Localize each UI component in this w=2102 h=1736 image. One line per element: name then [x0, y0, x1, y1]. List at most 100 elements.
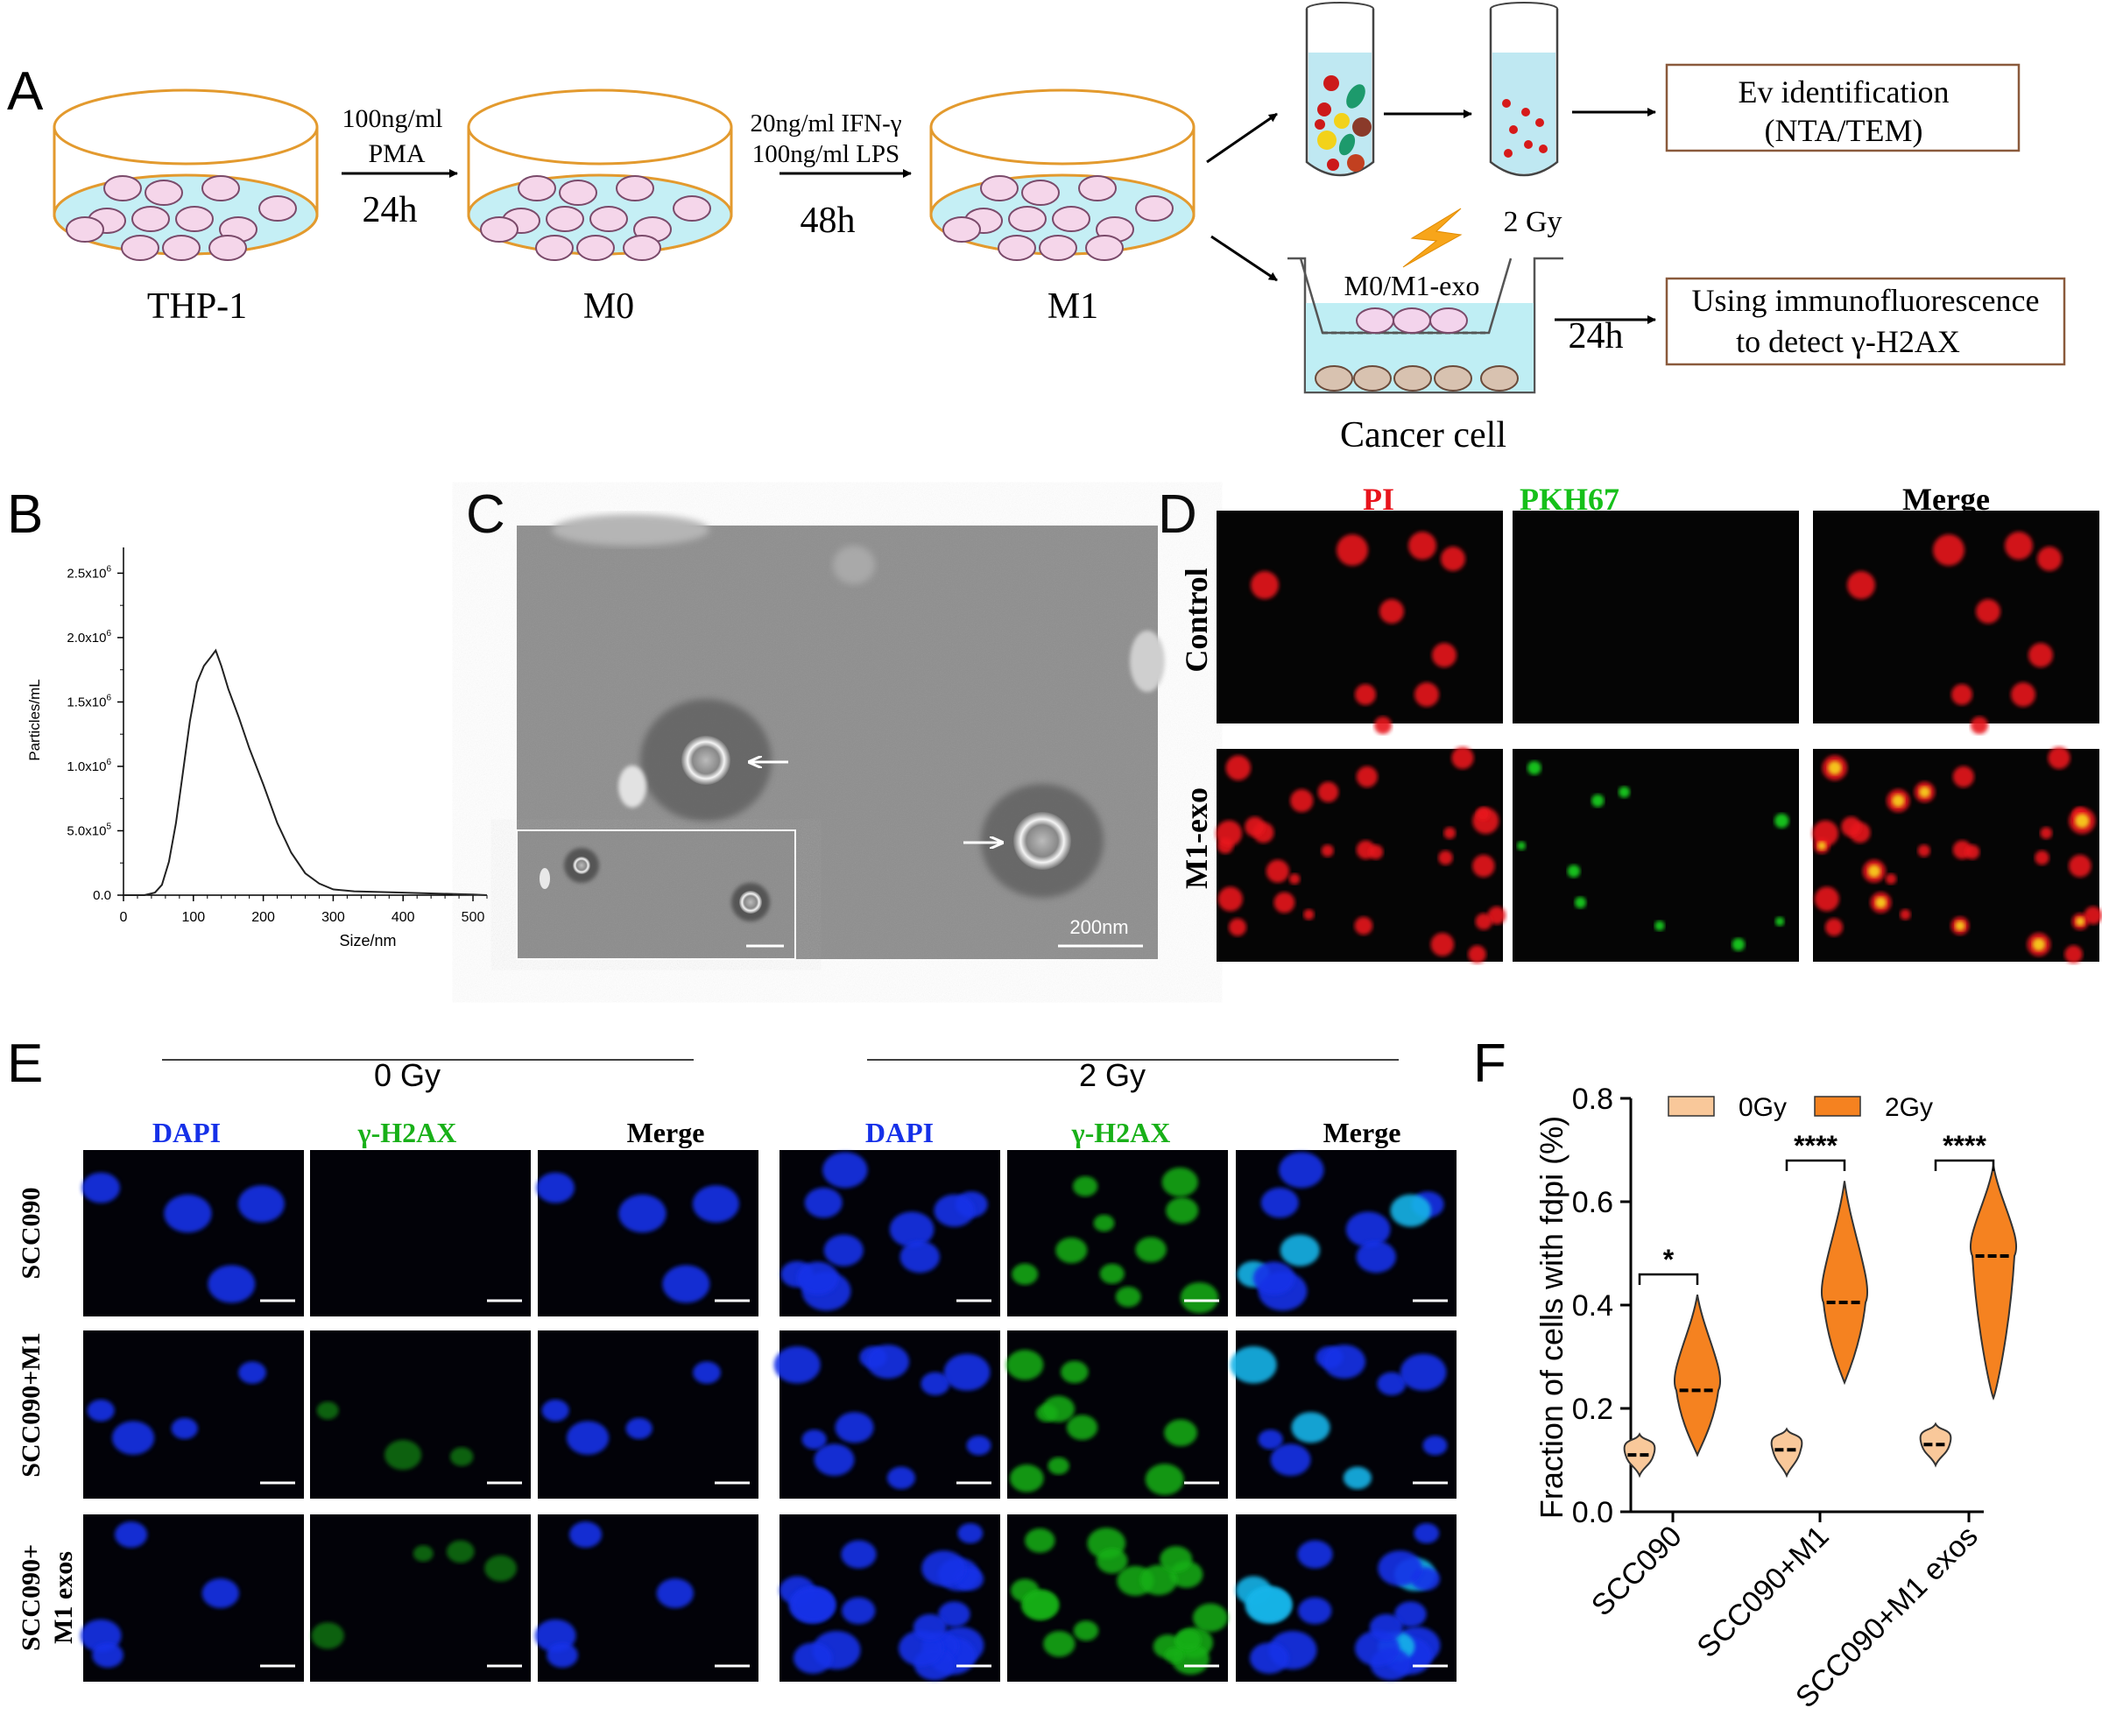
coculture-time: 24h — [1569, 316, 1624, 356]
dapi-nucleus — [1230, 1346, 1277, 1384]
dapi-nucleus — [1369, 1613, 1403, 1641]
dapi-nucleus — [87, 1399, 115, 1422]
dapi-nucleus — [656, 1578, 695, 1609]
panel-letter-c: C — [466, 484, 505, 545]
significance-label: * — [1663, 1244, 1675, 1275]
dapi-nucleus — [943, 1353, 991, 1391]
cell — [1078, 175, 1117, 201]
h2ax-foci — [1042, 1395, 1076, 1422]
violin-0gy — [1623, 1432, 1656, 1478]
column-label-merge: Merge — [1323, 1117, 1401, 1148]
pi-nucleus — [1933, 534, 1964, 566]
y-axis-label: Particles/mL — [26, 679, 43, 761]
cell — [480, 216, 518, 243]
y-tick-label: 0.8 — [1572, 1083, 1613, 1116]
pi-nucleus — [1451, 746, 1474, 769]
step2-lps: 100ng/ml LPS — [752, 140, 899, 168]
dapi-nucleus — [966, 1436, 991, 1456]
h2ax-foci — [1061, 1360, 1089, 1384]
y-tick-label: 1.5x106 — [67, 693, 111, 709]
panel-c-tem-image: 200nm — [516, 514, 1165, 960]
cell — [616, 175, 654, 201]
dapi-nucleus — [114, 1521, 148, 1548]
pi-nucleus — [1317, 781, 1339, 803]
dapi-nucleus — [208, 1265, 256, 1303]
dish-label-thp1: THP-1 — [147, 286, 247, 327]
h2ax-foci — [1166, 1197, 1199, 1224]
pi-nucleus — [1441, 547, 1465, 571]
dapi-nucleus — [201, 1578, 240, 1609]
pi-nucleus — [1824, 918, 1844, 936]
pi-nucleus — [1216, 820, 1243, 847]
y-tick-label: 0.4 — [1572, 1289, 1613, 1323]
dapi-nucleus — [793, 1642, 833, 1674]
ev-identification-method: (NTA/TEM) — [1764, 113, 1922, 148]
h2ax-foci — [1164, 1647, 1185, 1664]
dapi-nucleus — [957, 1523, 984, 1544]
vesicle — [1013, 812, 1071, 870]
h2ax-foci — [1115, 1286, 1141, 1308]
immunofluorescence-box — [1665, 277, 2066, 366]
cell — [546, 206, 584, 232]
pi-nucleus — [1290, 789, 1314, 813]
x-tick-label: 200 — [251, 910, 275, 925]
step1-reagent: PMA — [368, 139, 425, 168]
cell — [535, 235, 574, 261]
row-label-scc090-m1: SCC090+M1 — [17, 1332, 46, 1477]
insert-label: M0/M1-exo — [1344, 270, 1480, 301]
h2ax-foci — [384, 1439, 422, 1471]
pi-nucleus — [1951, 684, 1972, 705]
pi-nucleus — [1430, 932, 1455, 956]
h2ax-foci — [1009, 1464, 1044, 1493]
pi-nucleus — [1273, 892, 1295, 914]
dapi-nucleus — [842, 1597, 876, 1625]
cell — [576, 235, 615, 261]
pi-nucleus — [1321, 844, 1334, 857]
size-distribution-line — [123, 648, 488, 896]
pi-nucleus — [1487, 906, 1506, 925]
dish-rim — [467, 88, 733, 166]
legend-label: 2Gy — [1885, 1093, 1933, 1122]
h2ax-foci — [1099, 1263, 1125, 1284]
group-label-0gy: 0 Gy — [374, 1057, 441, 1093]
h2ax-foci — [1073, 1620, 1099, 1641]
cell — [66, 216, 104, 243]
y-tick-label: 0.0 — [93, 888, 111, 903]
y-tick-label: 1.0x106 — [67, 758, 111, 774]
pkh67-signal — [1574, 896, 1587, 908]
pi-nucleus — [2040, 827, 2053, 839]
panel-letter-d: D — [1158, 484, 1197, 545]
cell — [1052, 206, 1090, 232]
dapi-nucleus — [171, 1417, 198, 1440]
dapi-nucleus — [92, 1642, 123, 1669]
column-label-dapi: DAPI — [865, 1117, 934, 1148]
pi-nucleus — [2028, 643, 2053, 667]
pi-nucleus — [1468, 945, 1486, 963]
dapi-nucleus — [1414, 1523, 1440, 1544]
x-tick-label: 400 — [391, 910, 415, 925]
pkh67-signal — [1517, 841, 1527, 850]
dapi-nucleus — [1260, 1187, 1299, 1218]
cell — [131, 206, 170, 232]
dapi-nucleus — [886, 1466, 916, 1490]
x-tick-label: SCC090+M1 — [1690, 1520, 1835, 1664]
column-label-h2ax: γ-H2AX — [1071, 1117, 1171, 1148]
irradiation-dose: 2 Gy — [1503, 206, 1562, 238]
micrograph-panel — [310, 1514, 531, 1682]
cell — [942, 216, 981, 243]
merge-colocalization — [1827, 760, 1842, 775]
cell — [258, 195, 297, 222]
pi-nucleus — [1952, 766, 1974, 787]
merge-colocalization — [1892, 794, 1905, 808]
violin-0gy — [1919, 1422, 1952, 1468]
violin-series — [1623, 1165, 2017, 1478]
h2ax-foci — [413, 1545, 434, 1562]
pi-nucleus — [1337, 534, 1368, 566]
pi-nucleus — [1379, 599, 1404, 624]
h2ax-foci — [1139, 1564, 1178, 1596]
pi-nucleus — [1812, 820, 1839, 847]
dapi-nucleus — [1343, 1466, 1372, 1490]
dapi-nucleus — [1270, 1443, 1311, 1477]
dapi-nucleus — [1323, 1344, 1366, 1380]
